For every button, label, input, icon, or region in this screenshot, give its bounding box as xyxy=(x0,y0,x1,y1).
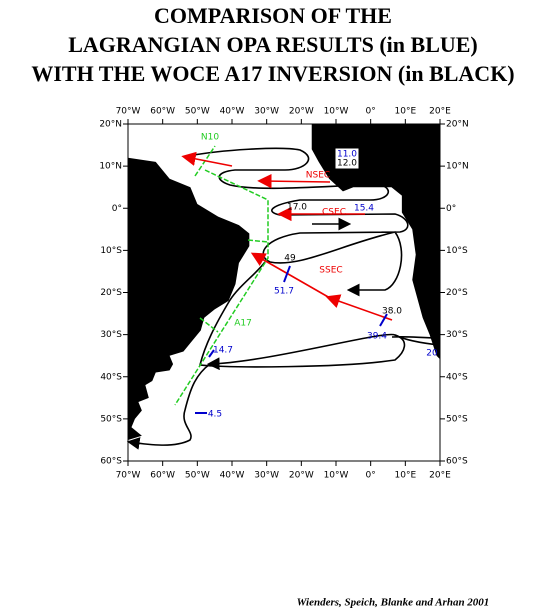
lon-tick-label: 60°W xyxy=(150,107,175,117)
map-label: 11.0 xyxy=(337,150,357,160)
lat-tick-label: 40°S xyxy=(100,372,122,382)
lon-tick-label: 30°W xyxy=(254,107,279,117)
map-label: NSEC xyxy=(306,171,330,181)
title-line: WITH THE WOCE A17 INVERSION (in BLACK) xyxy=(31,61,514,86)
land xyxy=(128,124,440,440)
lon-tick-label: 10°E xyxy=(395,471,417,481)
lon-tick-label: 30°W xyxy=(254,471,279,481)
black-streamlines xyxy=(126,147,441,450)
lat-tick-label: 40°S xyxy=(446,372,468,382)
map-label: A17 xyxy=(234,319,252,329)
lon-tick-label: 20°W xyxy=(289,107,314,117)
lat-tick-label: 10°N xyxy=(446,162,469,172)
lat-tick-label: 30°S xyxy=(100,330,122,340)
label-box xyxy=(334,147,360,170)
lon-tick-label: 60°W xyxy=(150,471,175,481)
lat-tick-label: 60°S xyxy=(446,457,468,467)
map-label: 15.4 xyxy=(354,204,374,214)
title-line: COMPARISON OF THE xyxy=(154,3,392,28)
lon-tick-label: 20°E xyxy=(429,107,451,117)
credit: Wienders, Speich, Blanke and Arhan 2001 xyxy=(297,597,490,609)
lon-tick-label: 50°W xyxy=(185,107,210,117)
lat-tick-label: 10°S xyxy=(100,246,122,256)
lon-tick-label: 40°W xyxy=(220,471,245,481)
lon-tick-label: 20°E xyxy=(429,471,451,481)
lat-tick-label: 0° xyxy=(446,204,456,214)
map-label: 14.7 xyxy=(213,346,233,356)
title-line: LAGRANGIAN OPA RESULTS (in BLUE) xyxy=(68,32,478,57)
map-label: SSEC xyxy=(319,266,342,276)
lat-tick-label: 60°S xyxy=(100,457,122,467)
lon-tick-label: 50°W xyxy=(185,471,210,481)
lat-tick-label: 10°N xyxy=(99,162,122,172)
lon-tick-label: 0° xyxy=(366,471,376,481)
blue-sections xyxy=(195,265,388,414)
map-label: 51.7 xyxy=(274,287,294,297)
map-label: 49 xyxy=(284,254,296,264)
africa xyxy=(311,124,440,360)
lat-tick-label: 50°S xyxy=(446,414,468,424)
lat-tick-label: 20°N xyxy=(446,120,469,130)
lon-tick-label: 10°E xyxy=(395,107,417,117)
lon-tick-label: 70°W xyxy=(116,471,141,481)
lon-tick-label: 10°W xyxy=(324,107,349,117)
lat-tick-label: 0° xyxy=(112,204,122,214)
lat-tick-label: 30°S xyxy=(446,330,468,340)
lat-tick-label: 20°N xyxy=(99,120,122,130)
map-label: 20 xyxy=(426,349,438,359)
map-label: CSEC xyxy=(322,208,346,218)
lat-tick-label: 50°S xyxy=(100,414,122,424)
map-label: 4.5 xyxy=(208,410,222,420)
lon-tick-label: 70°W xyxy=(116,107,141,117)
lon-tick-label: 10°W xyxy=(324,471,349,481)
lat-tick-label: 10°S xyxy=(446,246,468,256)
map-label: 38.0 xyxy=(382,307,402,317)
map-label: 17.0 xyxy=(287,203,307,213)
lon-tick-label: 0° xyxy=(366,107,376,117)
south-america xyxy=(128,157,250,440)
map-label: 12.0 xyxy=(337,159,357,169)
map-label: 39.4 xyxy=(367,332,387,342)
map-label: N10 xyxy=(201,133,219,143)
red-arrows xyxy=(181,151,393,321)
lon-tick-label: 20°W xyxy=(289,471,314,481)
lon-tick-label: 40°W xyxy=(220,107,245,117)
lat-tick-label: 20°S xyxy=(100,288,122,298)
lat-tick-label: 20°S xyxy=(446,288,468,298)
